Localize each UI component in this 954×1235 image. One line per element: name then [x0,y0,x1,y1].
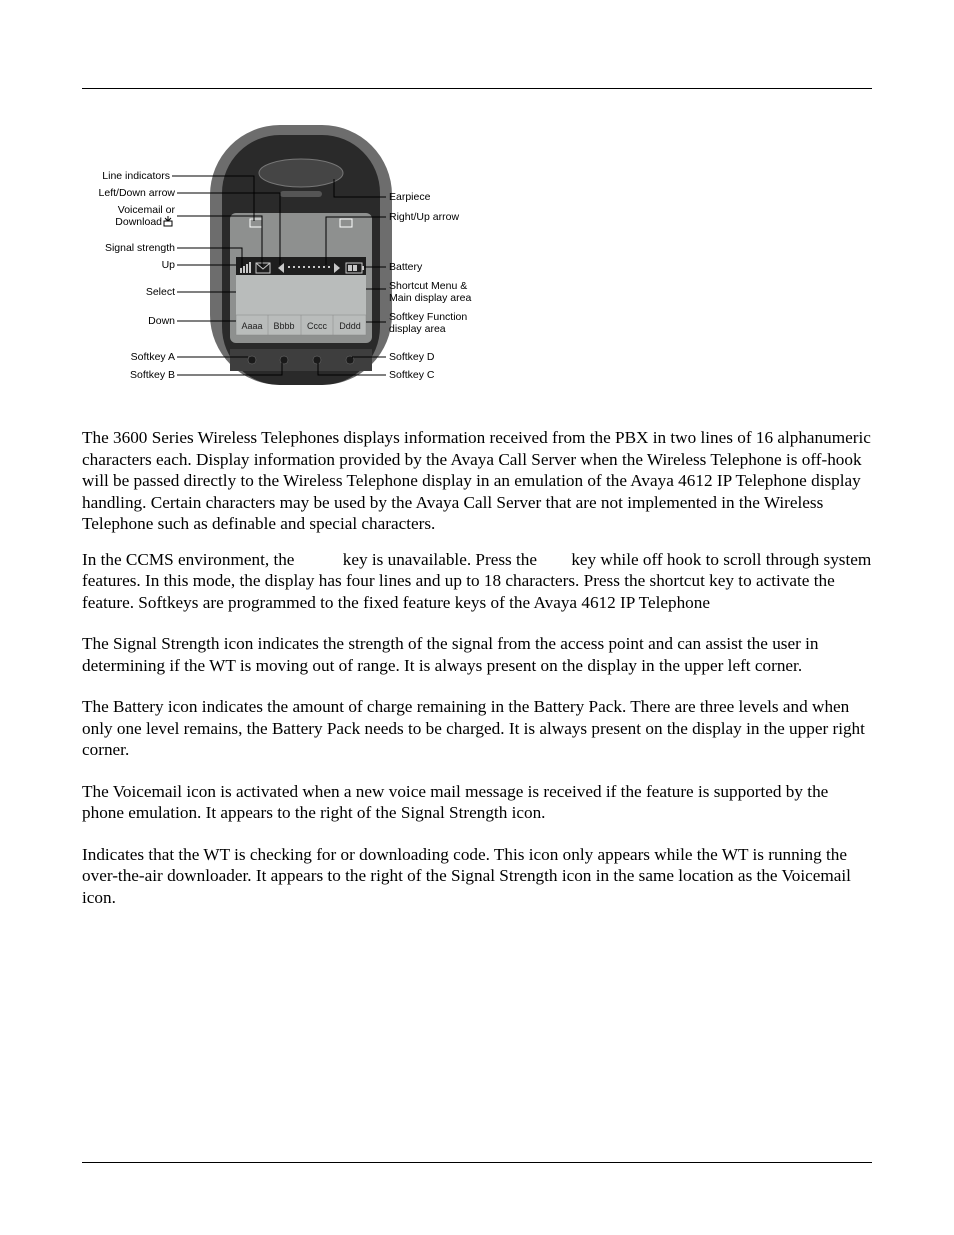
label-main-display-area: Main display area [389,292,471,304]
label-down: Down [148,315,175,327]
label-right-up-arrow: Right/Up arrow [389,211,459,223]
label-signal-strength: Signal strength [105,242,175,254]
label-shortcut-menu: Shortcut Menu & [389,280,467,292]
softkey-label-b: Bbbb [273,321,294,331]
top-horizontal-rule [82,88,872,89]
p2-part-a: In the CCMS environment, the [82,550,294,569]
paragraph-signal-strength: The Signal Strength icon indicates the s… [82,633,872,676]
label-voicemail-or: Voicemail or [118,204,176,216]
bottom-horizontal-rule [82,1162,872,1163]
paragraph-battery: The Battery icon indicates the amount of… [82,696,872,761]
softkey-label-c: Cccc [307,321,327,331]
label-earpiece: Earpiece [389,191,431,203]
softkey-label-d: Dddd [339,321,361,331]
label-left-down-arrow: Left/Down arrow [99,187,176,199]
paragraph-overview: The 3600 Series Wireless Telephones disp… [82,427,872,535]
label-softkey-c: Softkey C [389,369,435,381]
label-softkey-function: Softkey Function [389,311,467,323]
phone-diagram: Aaaa Bbbb Cccc Dddd [82,117,492,387]
label-download: Download [115,216,162,228]
softkey-label-a: Aaaa [241,321,262,331]
label-softkey-d: Softkey D [389,351,435,363]
label-select: Select [146,286,175,298]
label-line-indicators: Line indicators [102,170,170,182]
phone-diagram-svg: Aaaa Bbbb Cccc Dddd [82,117,492,387]
label-display-area: display area [389,323,446,335]
label-up: Up [162,259,176,271]
label-softkey-a: Softkey A [131,351,175,363]
paragraph-voicemail: The Voicemail icon is activated when a n… [82,781,872,824]
label-softkey-b: Softkey B [130,369,175,381]
paragraph-download: Indicates that the WT is checking for or… [82,844,872,909]
label-battery: Battery [389,261,423,273]
body-text: The 3600 Series Wireless Telephones disp… [82,427,872,908]
paragraph-ccms: In the CCMS environment, the key is unav… [82,549,872,614]
p2-part-b: key is unavailable. Press the [343,550,537,569]
